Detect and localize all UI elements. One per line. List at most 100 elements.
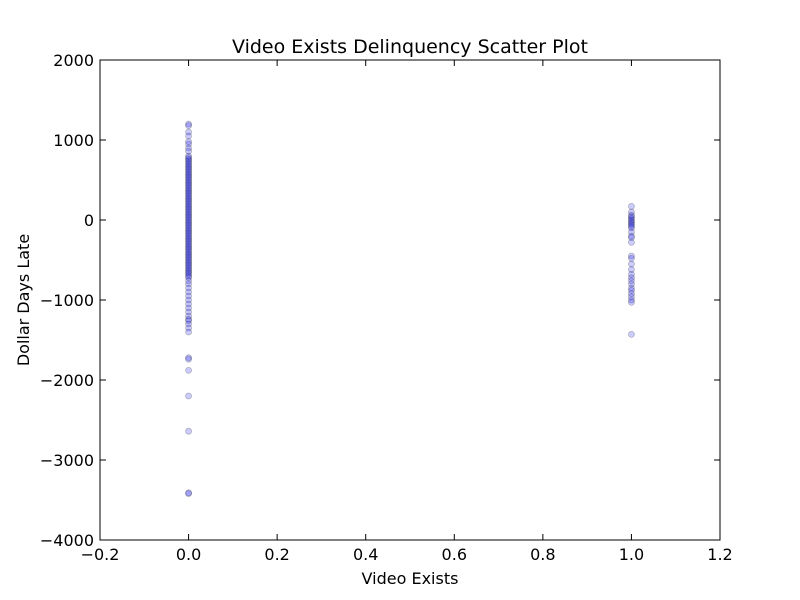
data-point bbox=[185, 269, 192, 277]
data-point bbox=[185, 155, 192, 163]
data-point bbox=[628, 219, 635, 227]
data-point bbox=[185, 194, 192, 202]
data-point bbox=[185, 140, 192, 148]
data-point bbox=[185, 232, 192, 240]
data-point bbox=[628, 228, 635, 236]
x-tick-label: 0.8 bbox=[530, 545, 555, 564]
data-point bbox=[185, 218, 192, 226]
data-point bbox=[185, 178, 192, 186]
data-point bbox=[628, 202, 635, 210]
x-tick-label: 0.2 bbox=[264, 545, 289, 564]
data-point bbox=[628, 216, 635, 224]
data-point bbox=[185, 308, 192, 316]
axis-ticks: −0.2 0.0 0.2 0.4 0.6 0.8 1.0 1.2 2000 1000 0 −1000 −… bbox=[40, 51, 733, 564]
data-point bbox=[185, 122, 192, 129]
x-tick-label: 1.0 bbox=[619, 545, 644, 564]
data-point bbox=[185, 214, 192, 222]
x-tick-label: 1.2 bbox=[707, 545, 732, 564]
y-tick-label: −3000 bbox=[40, 451, 94, 470]
data-point bbox=[628, 221, 635, 229]
data-point bbox=[628, 214, 635, 222]
data-point bbox=[628, 274, 635, 282]
data-point bbox=[185, 245, 192, 253]
data-point bbox=[628, 280, 635, 288]
y-axis-label: Dollar Days Late bbox=[14, 234, 33, 366]
data-point bbox=[185, 203, 192, 211]
data-point bbox=[185, 366, 192, 374]
data-point bbox=[185, 147, 192, 155]
data-point bbox=[185, 179, 192, 187]
data-point bbox=[185, 280, 192, 288]
x-tick-label: −0.2 bbox=[81, 545, 120, 564]
data-point bbox=[185, 227, 192, 235]
data-point bbox=[185, 248, 192, 256]
data-point bbox=[185, 162, 192, 170]
data-point bbox=[185, 300, 192, 308]
data-point bbox=[185, 174, 192, 182]
data-point bbox=[185, 242, 192, 250]
data-point bbox=[185, 120, 192, 128]
data-point bbox=[185, 272, 192, 280]
data-point bbox=[185, 154, 192, 162]
data-point bbox=[628, 330, 635, 338]
y-tick-label: −2000 bbox=[40, 371, 94, 390]
data-point bbox=[628, 208, 635, 216]
data-point bbox=[185, 176, 192, 184]
y-tick-label: 1000 bbox=[53, 131, 94, 150]
data-point bbox=[185, 315, 192, 323]
data-point bbox=[185, 427, 192, 435]
data-point bbox=[185, 213, 192, 221]
x-tick-label: 0.0 bbox=[176, 545, 201, 564]
data-point bbox=[185, 229, 192, 237]
data-point bbox=[185, 320, 192, 328]
data-point bbox=[185, 221, 192, 229]
data-point bbox=[185, 274, 192, 282]
data-point bbox=[628, 296, 635, 304]
data-point bbox=[185, 184, 192, 192]
data-point bbox=[185, 171, 192, 179]
data-point bbox=[185, 210, 192, 218]
data-point bbox=[185, 267, 192, 275]
data-point bbox=[185, 152, 192, 160]
data-point bbox=[185, 237, 192, 245]
data-point bbox=[185, 165, 192, 173]
data-point bbox=[185, 256, 192, 264]
data-point bbox=[185, 224, 192, 232]
data-point bbox=[185, 288, 192, 296]
data-point bbox=[185, 292, 192, 300]
data-point bbox=[185, 253, 192, 261]
data-point bbox=[185, 211, 192, 219]
data-point bbox=[628, 218, 635, 226]
x-tick-label: 0.6 bbox=[442, 545, 467, 564]
data-point bbox=[185, 254, 192, 262]
data-point bbox=[628, 224, 635, 232]
data-point bbox=[628, 293, 635, 301]
data-point bbox=[185, 197, 192, 205]
data-point bbox=[185, 261, 192, 269]
data-point bbox=[185, 219, 192, 227]
data-point bbox=[185, 246, 192, 254]
data-point bbox=[185, 243, 192, 251]
data-point bbox=[628, 286, 635, 294]
data-point bbox=[185, 277, 192, 285]
data-point bbox=[185, 158, 192, 166]
x-axis-label: Video Exists bbox=[362, 569, 459, 588]
data-point bbox=[185, 238, 192, 246]
data-point bbox=[185, 312, 192, 320]
data-point bbox=[185, 226, 192, 234]
data-point bbox=[185, 166, 192, 174]
data-point bbox=[185, 235, 192, 243]
data-point bbox=[628, 234, 635, 242]
data-point bbox=[185, 258, 192, 266]
data-point bbox=[628, 222, 635, 230]
data-point bbox=[185, 170, 192, 178]
data-point bbox=[185, 222, 192, 230]
data-point bbox=[628, 270, 635, 278]
data-point bbox=[185, 317, 192, 325]
plot-area-frame bbox=[99, 59, 721, 541]
data-point bbox=[185, 216, 192, 224]
data-point bbox=[185, 284, 192, 292]
data-point bbox=[628, 284, 635, 292]
data-point bbox=[185, 195, 192, 203]
